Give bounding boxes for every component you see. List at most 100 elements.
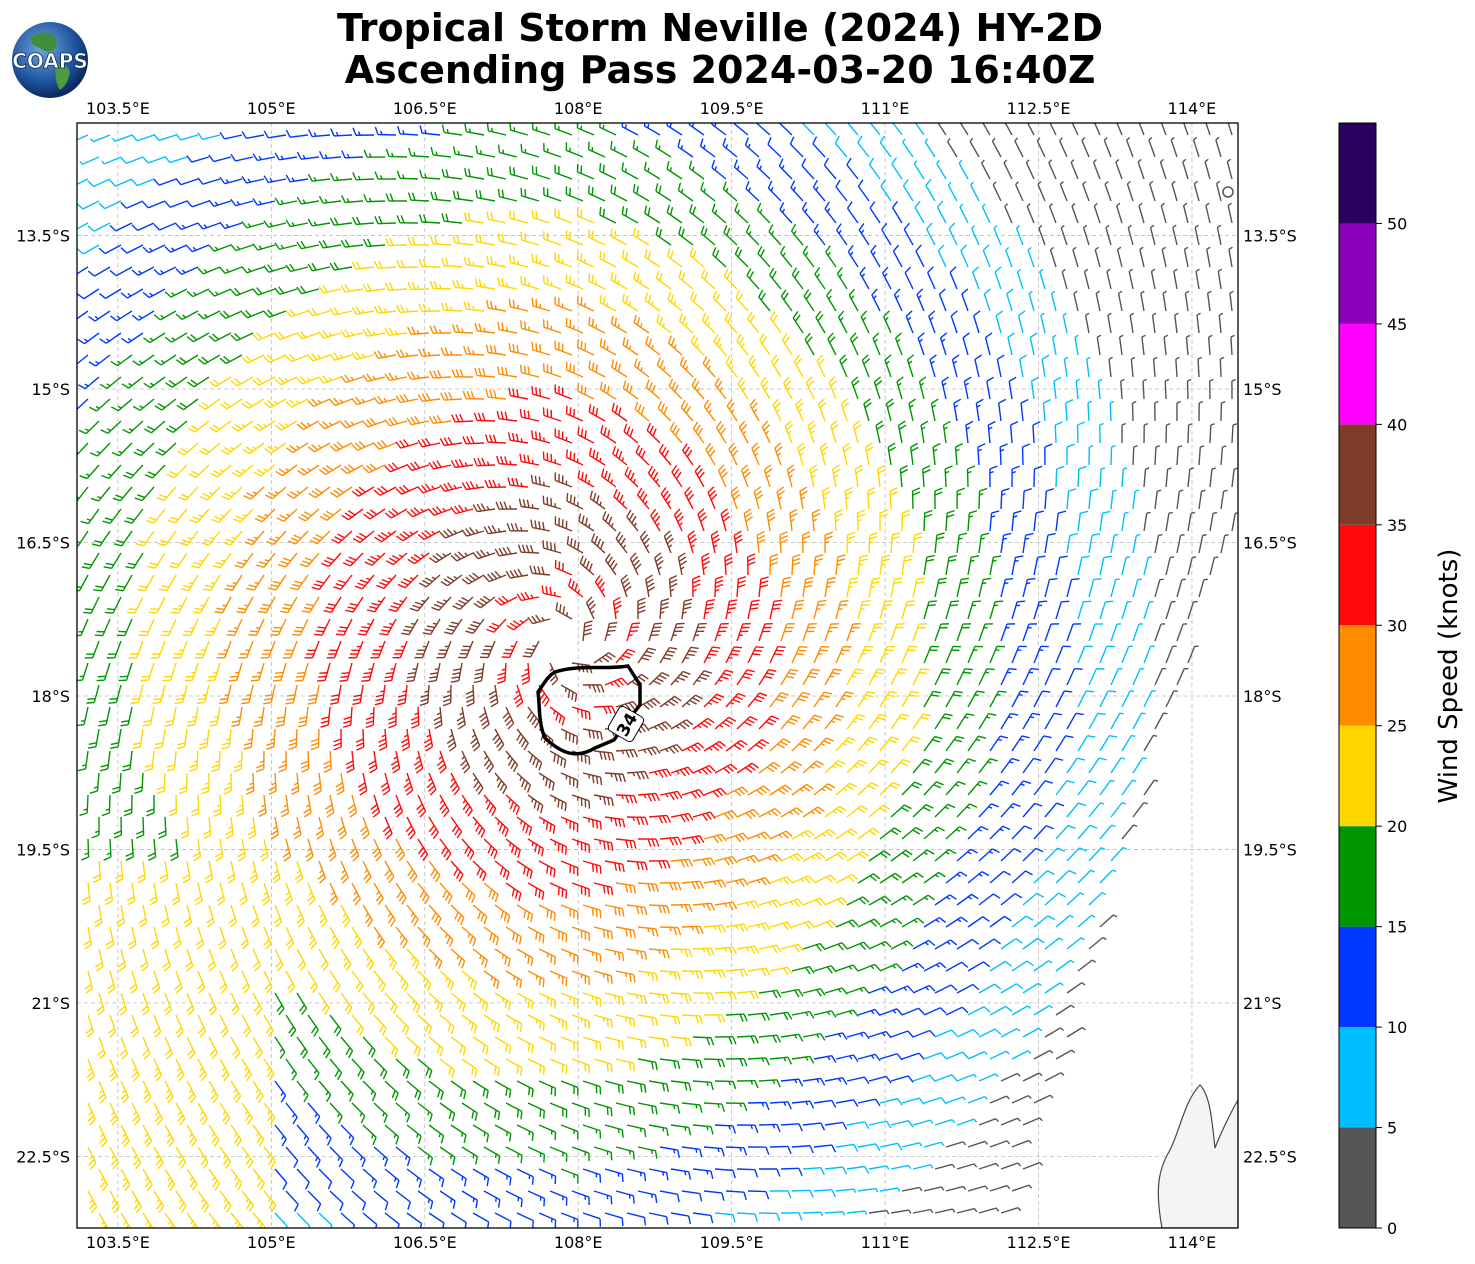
wind-barb — [340, 329, 364, 338]
chart-title-line-2: Ascending Pass 2024-03-20 16:40Z — [344, 48, 1096, 92]
wind-barb — [374, 171, 397, 180]
wind-barb — [715, 420, 727, 444]
wind-barb — [142, 244, 166, 254]
wind-barb — [632, 227, 650, 246]
wind-barb — [882, 266, 892, 290]
wind-barb — [520, 320, 540, 334]
wind-barb — [241, 221, 265, 229]
wind-barb — [576, 123, 595, 136]
wind-barb — [1215, 136, 1222, 158]
wind-barb — [542, 319, 562, 334]
colorbar-tick-label: 10 — [1387, 1018, 1407, 1037]
wind-barb — [164, 288, 188, 298]
lon-label-top: 109.5°E — [700, 99, 764, 118]
wind-barb — [175, 133, 199, 141]
wind-barb — [318, 284, 342, 294]
wind-barb — [942, 420, 951, 444]
lat-label-left: 16.5°S — [16, 533, 70, 552]
wind-barb — [879, 135, 892, 158]
wind-barb — [1127, 224, 1134, 246]
wind-barb — [430, 147, 452, 158]
wind-barb — [77, 376, 100, 390]
wind-barb — [154, 398, 177, 411]
wind-barb — [208, 332, 232, 342]
wind-barb — [87, 222, 111, 232]
wind-barb — [991, 137, 1002, 158]
wind-barb — [643, 161, 661, 180]
wind-barb — [700, 181, 716, 202]
wind-barb — [812, 179, 826, 202]
wind-barb — [737, 377, 749, 400]
wind-barb — [645, 379, 661, 400]
wind-barb — [826, 288, 837, 312]
wind-barb — [610, 315, 628, 334]
wind-barb — [1061, 268, 1068, 290]
wind-barb — [1227, 202, 1233, 224]
wind-barb — [941, 376, 949, 400]
lat-label-left: 18°S — [31, 687, 70, 706]
wind-barb — [970, 225, 980, 246]
lon-label-bottom: 105°E — [247, 1233, 296, 1252]
wind-barb — [1130, 356, 1136, 378]
wind-barb — [588, 273, 606, 290]
wind-barb — [1175, 356, 1180, 378]
wind-barb — [1195, 268, 1200, 290]
wind-barb — [508, 298, 529, 312]
wind-barb — [953, 398, 962, 422]
colorbar-bin — [1339, 926, 1376, 1028]
wind-barb — [441, 257, 463, 268]
wind-barb — [726, 399, 738, 422]
wind-barb — [384, 327, 408, 336]
wind-barb — [230, 376, 254, 387]
wind-barb — [1109, 400, 1115, 422]
wind-barb — [120, 244, 144, 254]
wind-barb — [351, 440, 375, 451]
wind-barb — [101, 156, 122, 165]
wind-barb — [1217, 268, 1223, 290]
wind-barb — [220, 442, 243, 455]
wind-barb — [274, 242, 298, 251]
wind-barb — [122, 420, 144, 434]
wind-barb — [760, 376, 771, 400]
wind-barb — [1014, 181, 1024, 202]
wind-barb — [902, 138, 914, 158]
wind-barb — [896, 376, 904, 400]
wind-barb — [1073, 290, 1079, 312]
wind-barb — [430, 235, 452, 246]
wind-barb — [153, 222, 177, 231]
wind-barb — [610, 272, 628, 290]
wind-barb — [817, 398, 827, 422]
lat-label-right: 13.5°S — [1243, 227, 1297, 246]
wind-barb — [385, 193, 408, 202]
wind-barb — [949, 266, 958, 290]
wind-barb — [859, 266, 870, 290]
wind-barb — [680, 399, 694, 422]
lat-label-left: 13.5°S — [16, 227, 70, 246]
wind-barb — [769, 311, 782, 334]
wind-barb — [1048, 202, 1057, 224]
wind-barb — [109, 222, 133, 232]
wind-barb — [666, 248, 683, 268]
wind-barb — [700, 225, 716, 246]
wind-barb — [733, 159, 749, 180]
wind-barb — [621, 162, 639, 180]
wind-barb — [175, 222, 199, 231]
wind-barb — [1218, 312, 1224, 334]
wind-barb — [599, 381, 617, 400]
wind-barb — [690, 291, 705, 312]
wind-barb — [89, 442, 111, 457]
wind-barb — [88, 354, 111, 367]
lat-label-left: 21°S — [31, 994, 70, 1013]
lon-label-top: 108°E — [554, 99, 603, 118]
wind-barb — [99, 332, 122, 344]
wind-barb — [1093, 123, 1101, 136]
wind-barb — [109, 178, 133, 187]
wind-barb — [918, 376, 927, 400]
wind-barb — [274, 331, 298, 341]
wind-barb — [197, 354, 221, 365]
wind-barb — [1087, 400, 1092, 422]
wind-barb — [90, 134, 111, 143]
wind-barb — [109, 310, 133, 322]
wind-barb — [749, 398, 760, 422]
